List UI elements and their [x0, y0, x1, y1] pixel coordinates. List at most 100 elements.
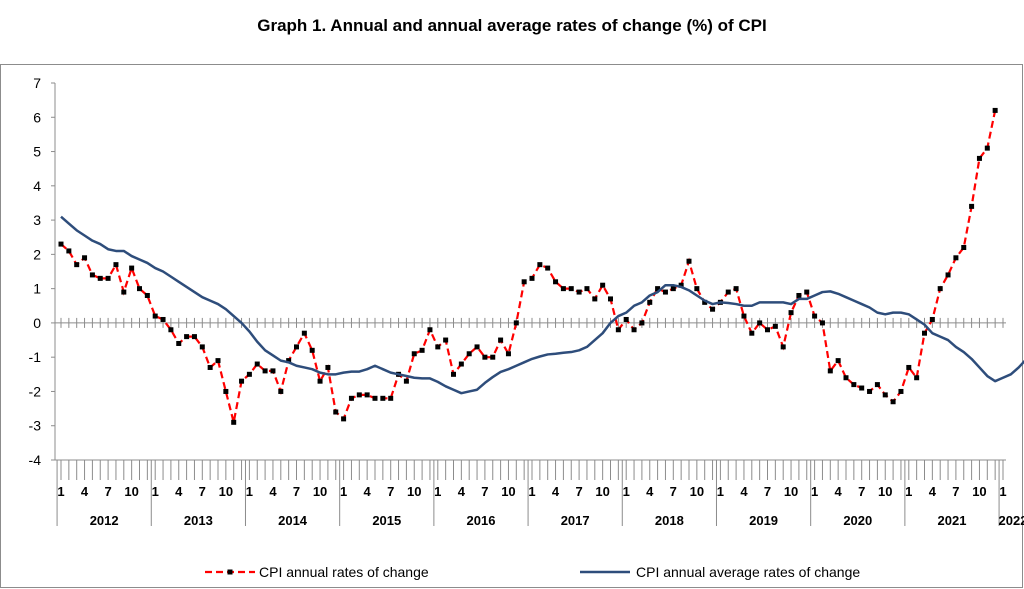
series-annual-point — [843, 375, 849, 381]
series-annual-point — [608, 296, 613, 302]
series-annual-point — [984, 145, 990, 151]
series-annual-point — [898, 388, 904, 394]
x-month-label: 7 — [670, 484, 677, 499]
x-month-label: 1 — [152, 484, 159, 499]
series-annual-point — [176, 340, 182, 346]
series-annual-point — [498, 337, 504, 343]
series-annual-point — [874, 382, 880, 388]
x-year-label: 2013 — [184, 513, 213, 528]
series-annual-point — [372, 395, 378, 401]
series-annual-point — [403, 378, 409, 384]
chart-title: Graph 1. Annual and annual average rates… — [257, 16, 767, 35]
series-annual-point — [427, 327, 433, 333]
y-tick-label: -3 — [29, 418, 42, 434]
series-annual-point — [466, 351, 472, 357]
series-annual-point — [364, 392, 370, 398]
x-month-label: 4 — [646, 484, 654, 499]
series-annual-point — [286, 358, 292, 364]
series-annual-point — [82, 255, 88, 261]
series-annual-point — [788, 310, 794, 316]
series-annual-point — [678, 282, 684, 288]
series-annual-point — [137, 286, 142, 292]
x-month-label: 4 — [175, 484, 183, 499]
series-annual-point — [294, 344, 299, 350]
x-year-label: 2012 — [90, 513, 119, 528]
series-annual-point — [301, 330, 307, 336]
series-annual-point — [223, 388, 229, 394]
series-annual-point — [867, 388, 873, 394]
series-annual-point — [553, 279, 559, 285]
series-annual-point — [411, 351, 417, 357]
x-month-label: 1 — [528, 484, 535, 499]
series-annual-point — [953, 255, 959, 261]
series-annual-point — [819, 320, 825, 326]
series-annual-point — [890, 399, 896, 405]
x-month-label: 10 — [313, 484, 327, 499]
x-month-label: 10 — [878, 484, 892, 499]
series-annual-point — [435, 344, 441, 350]
x-month-label: 10 — [407, 484, 421, 499]
series-annual-point — [804, 289, 810, 295]
series-annual-point — [231, 419, 237, 425]
y-tick-label: -4 — [29, 452, 42, 468]
series-annual-point — [976, 155, 982, 161]
series-annual-point — [239, 378, 245, 384]
x-month-label: 1 — [905, 484, 912, 499]
series-annual-point — [529, 275, 535, 281]
x-year-label: 2017 — [561, 513, 590, 528]
y-tick-label: 6 — [33, 109, 41, 125]
series-annual-point — [615, 327, 621, 333]
x-month-label: 1 — [811, 484, 818, 499]
x-month-label: 10 — [595, 484, 609, 499]
series-annual-point — [969, 203, 975, 209]
series-annual-point — [309, 347, 315, 353]
series-annual-point — [129, 265, 135, 271]
series-annual-point — [961, 245, 967, 251]
series-annual-point — [623, 316, 629, 322]
series-annual-point — [388, 395, 394, 401]
series-annual-point — [655, 286, 661, 292]
x-month-label: 7 — [104, 484, 111, 499]
x-month-label: 10 — [501, 484, 515, 499]
y-tick-label: 7 — [33, 75, 41, 91]
series-annual-point — [812, 313, 818, 319]
series-annual-point — [262, 368, 268, 374]
x-month-label: 1 — [999, 484, 1006, 499]
y-tick-label: 4 — [33, 178, 41, 194]
series-annual-point — [576, 289, 582, 295]
y-tick-label: -1 — [29, 349, 42, 365]
y-tick-label: 3 — [33, 212, 41, 228]
x-month-label: 10 — [219, 484, 233, 499]
series-annual-point — [568, 286, 574, 292]
series-annual-point — [882, 392, 888, 398]
series-annual-point — [278, 388, 284, 394]
series-annual-point — [333, 409, 339, 415]
series-annual-point — [600, 282, 606, 288]
y-tick-label: 1 — [33, 281, 41, 297]
series-annual-point — [922, 330, 927, 336]
series-annual-point — [772, 323, 778, 329]
series-annual-point — [710, 306, 716, 312]
x-year-label: 2020 — [843, 513, 872, 528]
series-annual-point — [270, 368, 276, 374]
series-annual-point — [851, 382, 857, 388]
x-month-label: 10 — [124, 484, 138, 499]
series-annual-point — [733, 286, 739, 292]
x-month-label: 4 — [458, 484, 466, 499]
series-annual-point — [317, 378, 323, 384]
series-annual-point — [906, 364, 912, 370]
series-annual-point — [215, 358, 221, 364]
series-annual-point — [246, 371, 252, 377]
series-annual-point — [796, 292, 802, 298]
x-year-label: 2016 — [467, 513, 496, 528]
series-annual-point — [419, 347, 425, 353]
y-tick-label: -2 — [29, 383, 42, 399]
series-annual-point — [325, 364, 331, 370]
series-annual-point — [356, 392, 362, 398]
series-annual-point — [168, 327, 174, 333]
series-annual-point — [765, 327, 770, 333]
legend-annual-marker — [227, 569, 233, 575]
series-annual-point — [757, 320, 763, 326]
series-annual-point — [113, 262, 119, 268]
series-annual-point — [348, 395, 354, 401]
